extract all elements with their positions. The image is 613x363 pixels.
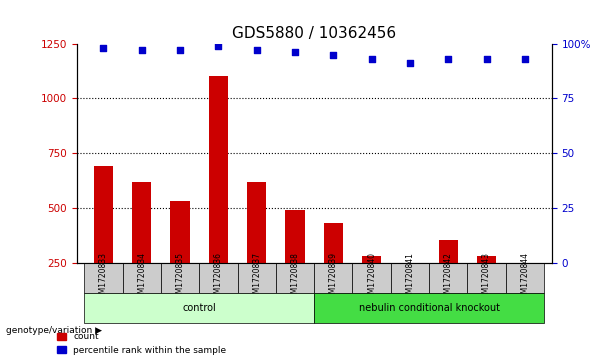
- Bar: [94, 166, 113, 318]
- FancyBboxPatch shape: [429, 263, 468, 293]
- FancyBboxPatch shape: [123, 263, 161, 293]
- Point: [443, 56, 453, 62]
- Text: GSM1720843: GSM1720843: [482, 252, 491, 303]
- FancyBboxPatch shape: [314, 263, 352, 293]
- Bar: [400, 263, 419, 318]
- Bar: [439, 240, 458, 318]
- Text: GSM1720842: GSM1720842: [444, 252, 453, 303]
- FancyBboxPatch shape: [506, 263, 544, 293]
- Point: [99, 45, 109, 51]
- Text: genotype/variation ▶: genotype/variation ▶: [6, 326, 102, 335]
- Point: [175, 47, 185, 53]
- Bar: [516, 263, 535, 318]
- FancyBboxPatch shape: [238, 263, 276, 293]
- Bar: [247, 182, 266, 318]
- Text: nebulin conditional knockout: nebulin conditional knockout: [359, 303, 500, 313]
- FancyBboxPatch shape: [276, 263, 314, 293]
- Bar: [324, 223, 343, 318]
- Text: GSM1720838: GSM1720838: [291, 252, 300, 303]
- Title: GDS5880 / 10362456: GDS5880 / 10362456: [232, 26, 396, 41]
- Bar: [362, 256, 381, 318]
- Text: GSM1720839: GSM1720839: [329, 252, 338, 303]
- FancyBboxPatch shape: [352, 263, 391, 293]
- Text: GSM1720836: GSM1720836: [214, 252, 223, 303]
- Point: [482, 56, 492, 62]
- Bar: [477, 256, 496, 318]
- Text: GSM1720833: GSM1720833: [99, 252, 108, 303]
- Text: GSM1720844: GSM1720844: [520, 252, 530, 303]
- FancyBboxPatch shape: [391, 263, 429, 293]
- FancyBboxPatch shape: [85, 263, 123, 293]
- Text: GSM1720841: GSM1720841: [405, 252, 414, 303]
- Text: control: control: [182, 303, 216, 313]
- Point: [329, 52, 338, 57]
- Bar: [209, 77, 228, 318]
- Point: [520, 56, 530, 62]
- Point: [252, 47, 262, 53]
- FancyBboxPatch shape: [85, 293, 314, 323]
- FancyBboxPatch shape: [314, 293, 544, 323]
- Point: [290, 49, 300, 55]
- Bar: [132, 182, 151, 318]
- Text: GSM1720837: GSM1720837: [252, 252, 261, 303]
- Bar: [170, 201, 189, 318]
- Point: [405, 60, 415, 66]
- Text: GSM1720840: GSM1720840: [367, 252, 376, 303]
- Point: [137, 47, 147, 53]
- Point: [367, 56, 376, 62]
- Text: GSM1720834: GSM1720834: [137, 252, 147, 303]
- Point: [213, 43, 223, 49]
- FancyBboxPatch shape: [199, 263, 238, 293]
- Legend: count, percentile rank within the sample: count, percentile rank within the sample: [53, 329, 230, 359]
- FancyBboxPatch shape: [161, 263, 199, 293]
- FancyBboxPatch shape: [468, 263, 506, 293]
- Bar: [286, 210, 305, 318]
- Text: GSM1720835: GSM1720835: [175, 252, 185, 303]
